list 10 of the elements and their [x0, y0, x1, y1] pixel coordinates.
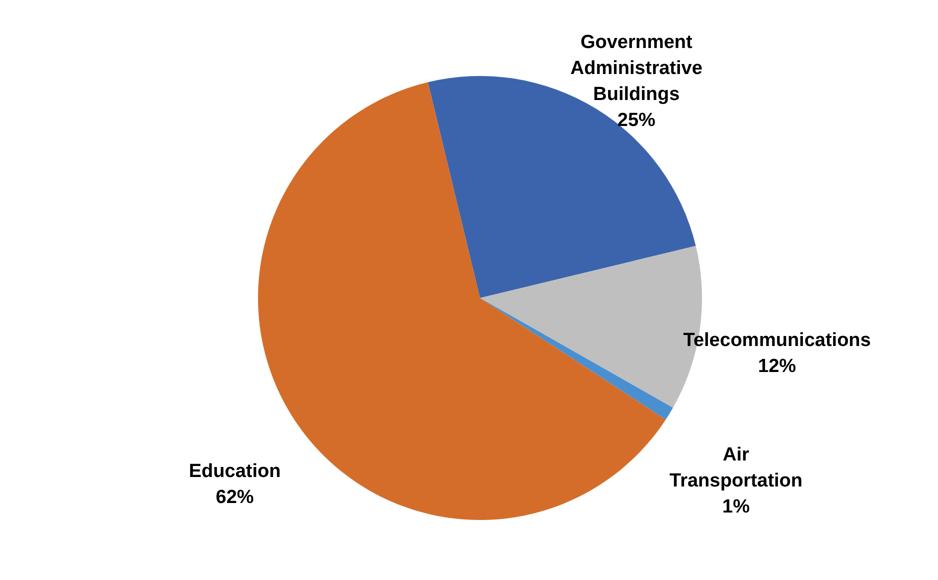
data-label: 62%	[216, 486, 254, 508]
data-label: 1%	[722, 496, 750, 518]
slice-label: Telecommunications	[683, 330, 871, 351]
pie-slice	[428, 76, 696, 298]
slice-label: Education	[188, 460, 281, 482]
data-label: 12%	[758, 356, 796, 377]
slice-label: Air Transportation	[670, 444, 803, 492]
data-label: 25%	[617, 110, 656, 131]
pie-slice	[480, 298, 673, 420]
slice-label: Government Administrative Buildings	[570, 32, 702, 105]
